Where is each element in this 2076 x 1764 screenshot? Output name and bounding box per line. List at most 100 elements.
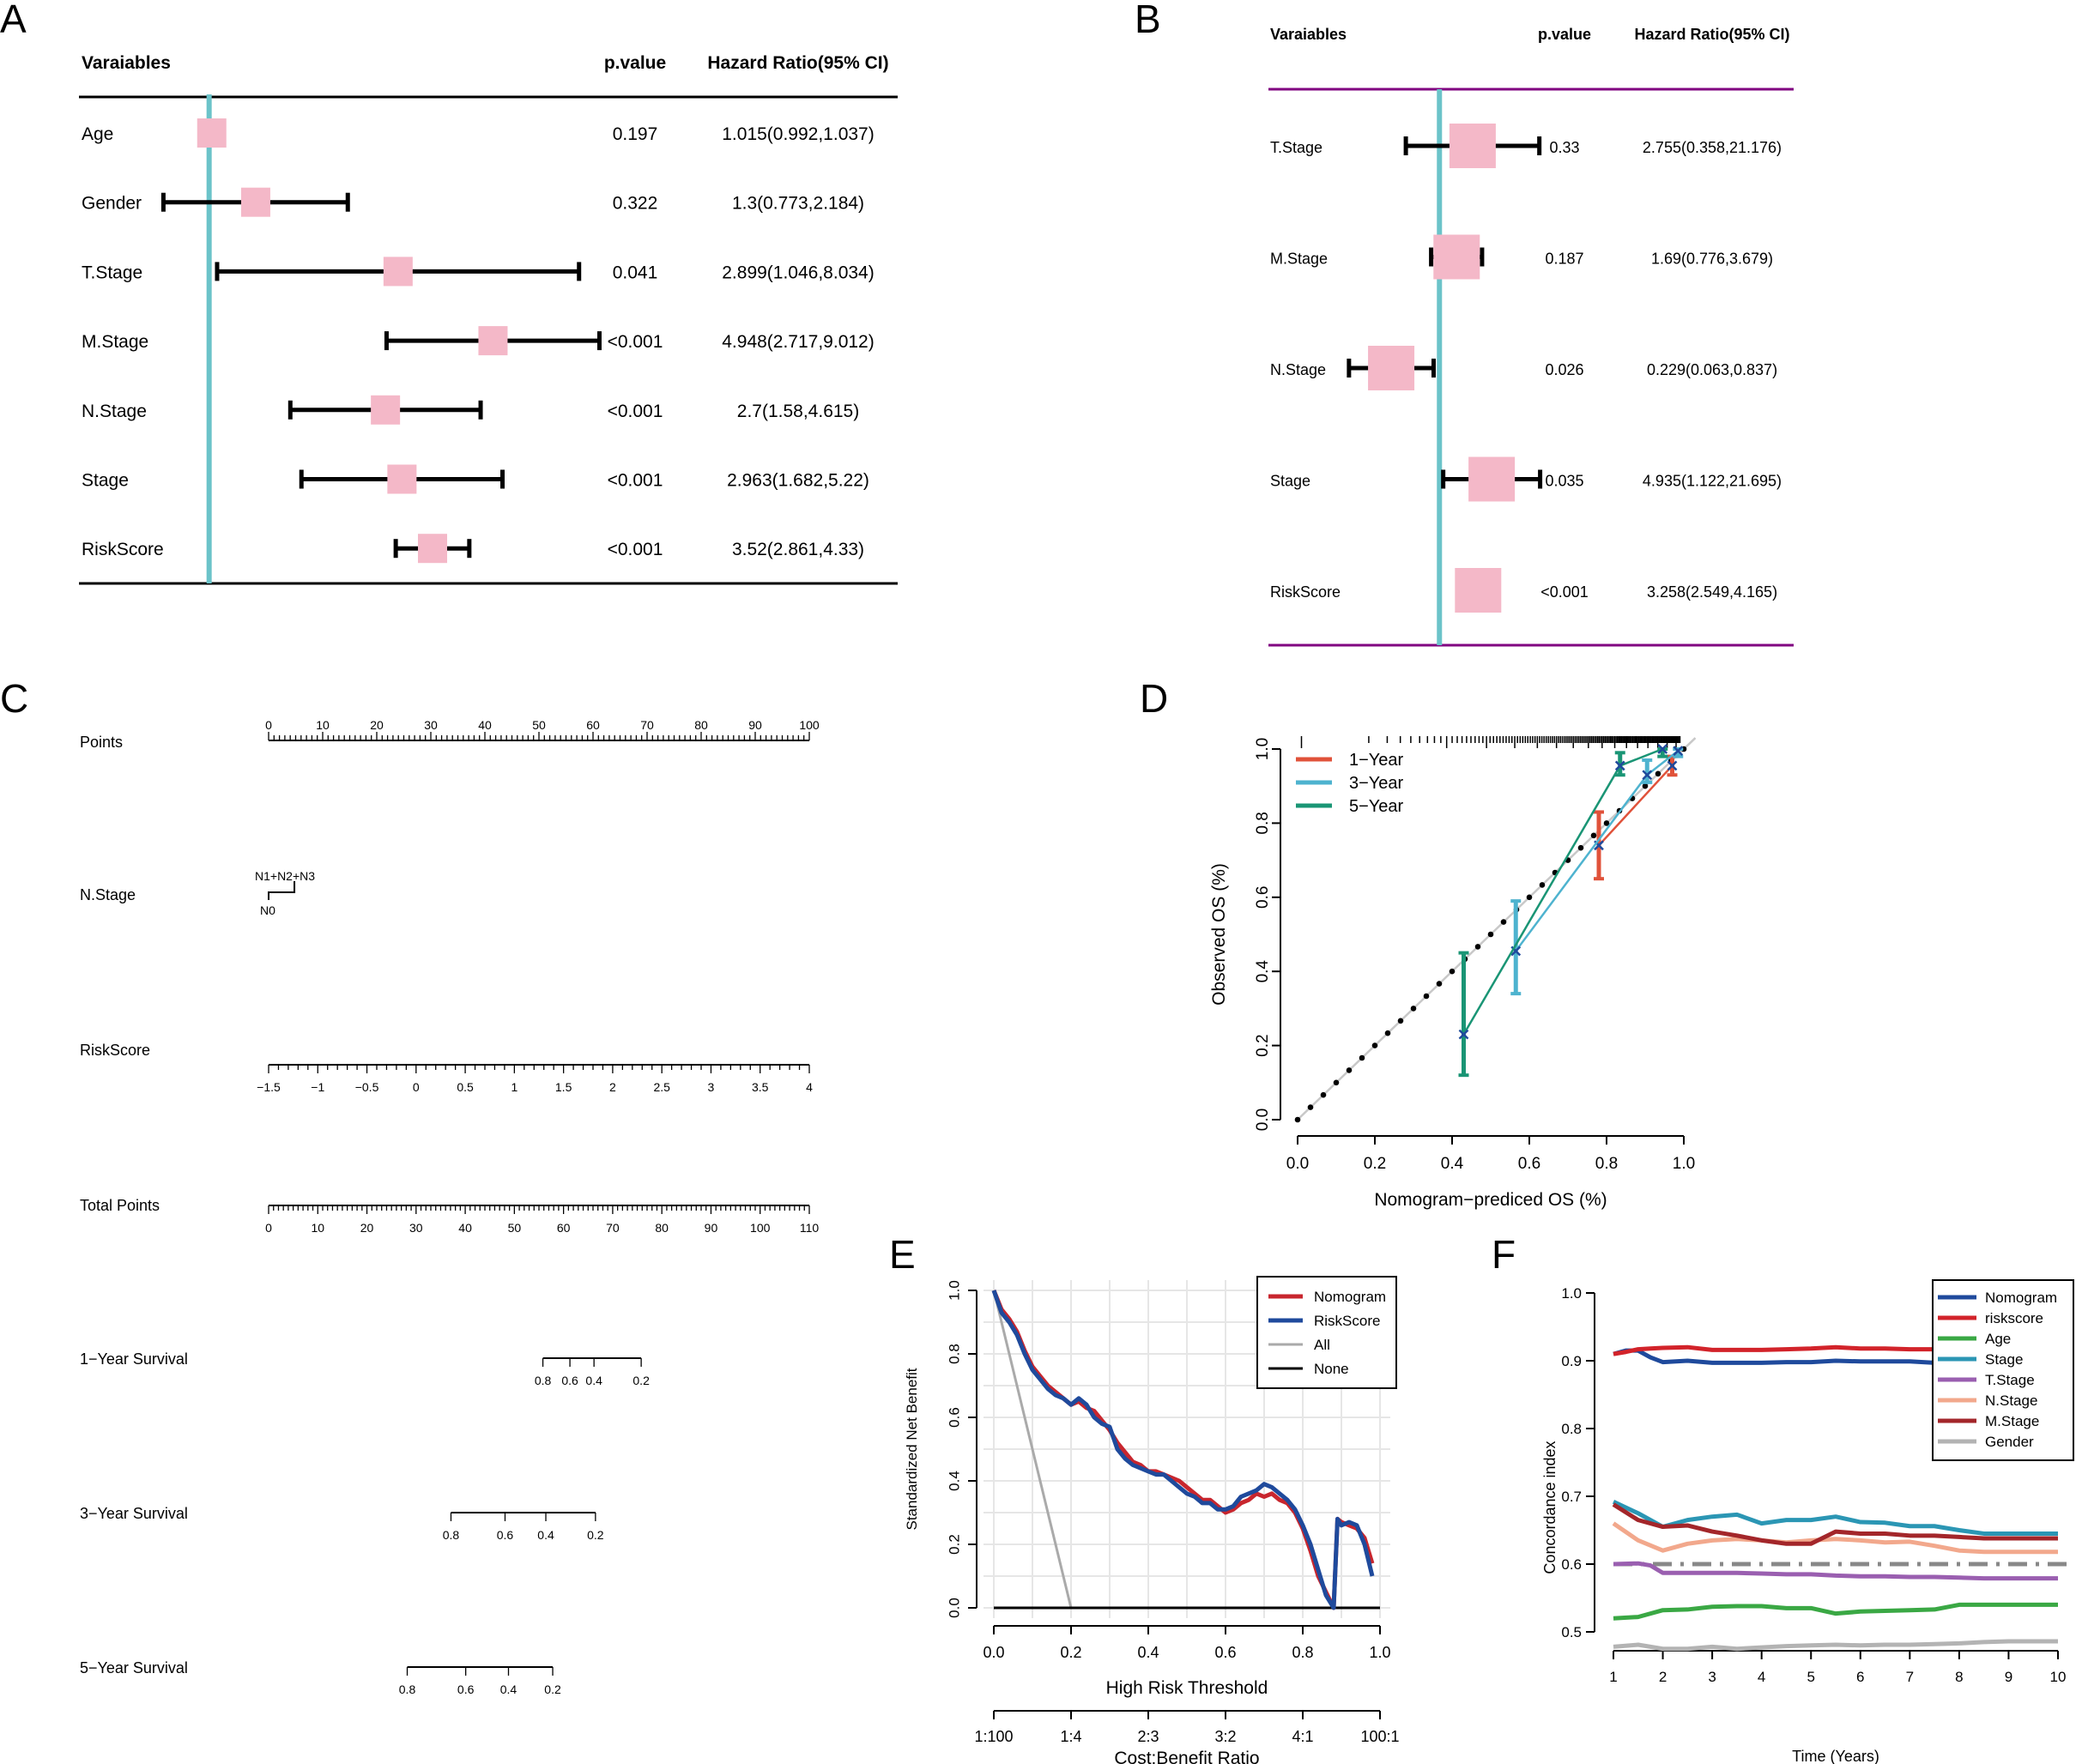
panel-label-c: C	[0, 676, 28, 721]
nomogram-label-5-year-survival: 5−Year Survival	[80, 1659, 188, 1676]
ideal-dot	[1603, 820, 1610, 826]
x-tick-label: 10	[2050, 1669, 2067, 1685]
y-tick-label: 0.9	[1561, 1353, 1582, 1369]
x-tick-label: 2	[1659, 1669, 1667, 1685]
calibration-line-5-year	[1462, 747, 1663, 1036]
row-hazard-ratio: 4.948(2.717,9.012)	[722, 332, 874, 352]
cindex-line-age	[1613, 1602, 2058, 1621]
calibration-point-5-year	[1458, 1029, 1469, 1040]
ideal-dot	[1487, 931, 1494, 938]
row-hazard-ratio: 3.258(2.549,4.165)	[1647, 583, 1777, 601]
panel-label-a: A	[0, 0, 27, 41]
y-tick-label: 0.2	[946, 1534, 962, 1555]
riskscore-tick-label: 1.5	[555, 1080, 572, 1094]
1-year-survival-tick-label: 0.6	[561, 1374, 578, 1387]
y-tick-label: 0.0	[1254, 1109, 1272, 1131]
ideal-dot	[1346, 1067, 1353, 1073]
points-tick-label: 70	[640, 718, 654, 732]
3-year-survival-tick-label: 0.6	[497, 1528, 514, 1542]
5-year-survival-tick-label: 0.8	[399, 1682, 416, 1696]
3-year-survival-tick-label: 0.2	[587, 1528, 604, 1542]
points-tick-label: 100	[799, 718, 820, 732]
y-axis-title: Observed OS (%)	[1209, 863, 1229, 1006]
panel-label-f: F	[1492, 1232, 1516, 1277]
cindex-line-nstage	[1612, 1521, 2058, 1555]
y-axis-title: Standardized Net Benefit	[904, 1368, 920, 1530]
total-points-tick-label: 30	[409, 1221, 423, 1235]
row-pvalue: <0.001	[608, 540, 663, 559]
x-tick-label: 0.4	[1441, 1155, 1464, 1173]
x-tick-label: 9	[2005, 1669, 2012, 1685]
row-pvalue: <0.001	[608, 402, 663, 421]
x2-axis-title: Cost:Benefit Ratio	[1114, 1749, 1259, 1764]
x2-tick-label: 1:4	[1060, 1728, 1081, 1745]
legend-label: RiskScore	[1314, 1313, 1380, 1329]
calibration-point-3-year	[1642, 770, 1653, 781]
y-tick-label: 0.2	[1254, 1034, 1272, 1056]
points-tick-label: 90	[748, 718, 762, 732]
5-year-survival-tick-label: 0.4	[500, 1682, 517, 1696]
hr-box	[387, 464, 417, 494]
riskscore-tick-label: 4	[806, 1080, 813, 1094]
row-hazard-ratio: 2.7(1.58,4.615)	[737, 402, 859, 421]
row-pvalue: 0.035	[1545, 473, 1583, 490]
row-variable-stage: Stage	[1270, 473, 1310, 490]
y-tick-label: 0.6	[1254, 886, 1272, 909]
riskscore-tick-label: −0.5	[355, 1080, 379, 1094]
legend-label: T.Stage	[1985, 1372, 2035, 1388]
legend-label: 3−Year	[1349, 774, 1404, 793]
nstage-upper-label: N1+N2+N3	[255, 869, 315, 883]
x-tick-label: 1.0	[1369, 1644, 1390, 1661]
row-hazard-ratio: 0.229(0.063,0.837)	[1647, 361, 1777, 378]
legend-label: 5−Year	[1349, 797, 1404, 816]
row-pvalue: 0.322	[613, 194, 658, 214]
1-year-survival-tick-label: 0.2	[632, 1374, 650, 1387]
riskscore-tick-label: 3	[708, 1080, 715, 1094]
y-tick-label: 0.6	[1561, 1556, 1582, 1573]
nomogram-label-3-year-survival: 3−Year Survival	[80, 1505, 188, 1522]
legend-label: Nomogram	[1985, 1290, 2057, 1306]
curve-all	[992, 1290, 1073, 1609]
points-tick-label: 30	[424, 718, 438, 732]
ideal-dot	[1590, 832, 1597, 839]
riskscore-tick-label: 2.5	[653, 1080, 670, 1094]
total-points-tick-label: 70	[606, 1221, 620, 1235]
row-variable-tstage: T.Stage	[82, 263, 142, 282]
points-tick-label: 80	[694, 718, 708, 732]
total-points-tick-label: 50	[508, 1221, 522, 1235]
x2-tick-label: 2:3	[1137, 1728, 1159, 1745]
nstage-axis	[268, 881, 296, 900]
x-tick-label: 0.0	[983, 1644, 1004, 1661]
ideal-dot	[1371, 1042, 1378, 1048]
row-pvalue: 0.026	[1545, 361, 1583, 378]
y-tick-label: 1.0	[1561, 1285, 1582, 1302]
y-tick-label: 1.0	[1254, 738, 1272, 760]
hr-box	[1449, 124, 1496, 168]
3-year-survival-tick-label: 0.8	[443, 1528, 460, 1542]
points-tick-label: 0	[265, 718, 272, 732]
hr-box	[240, 187, 270, 217]
ideal-dot	[1294, 1116, 1301, 1123]
y-tick-label: 0.6	[946, 1407, 962, 1428]
ideal-dot	[1397, 1018, 1404, 1024]
hr-box	[197, 118, 227, 148]
riskscore-tick-label: −1.5	[257, 1080, 281, 1094]
nstage-lower-label: N0	[260, 903, 275, 917]
row-hazard-ratio: 2.899(1.046,8.034)	[722, 263, 874, 282]
row-pvalue: 0.33	[1549, 139, 1579, 156]
calibration-line-1-year	[1598, 764, 1674, 847]
legend-label: None	[1314, 1361, 1349, 1377]
points-tick-label: 20	[370, 718, 384, 732]
ideal-dot	[1333, 1079, 1340, 1086]
nomogram-label-1-year-survival: 1−Year Survival	[80, 1350, 188, 1368]
hr-box	[1433, 234, 1480, 280]
total-points-tick-label: 80	[655, 1221, 669, 1235]
x2-tick-label: 100:1	[1360, 1728, 1399, 1745]
total-points-tick-label: 10	[311, 1221, 324, 1235]
x-tick-label: 0.4	[1137, 1644, 1159, 1661]
x2-tick-label: 4:1	[1292, 1728, 1313, 1745]
legend-label: Nomogram	[1314, 1289, 1386, 1305]
y-tick-label: 0.8	[1561, 1421, 1582, 1437]
row-variable-stage: Stage	[82, 471, 129, 491]
hr-box	[1455, 568, 1502, 613]
